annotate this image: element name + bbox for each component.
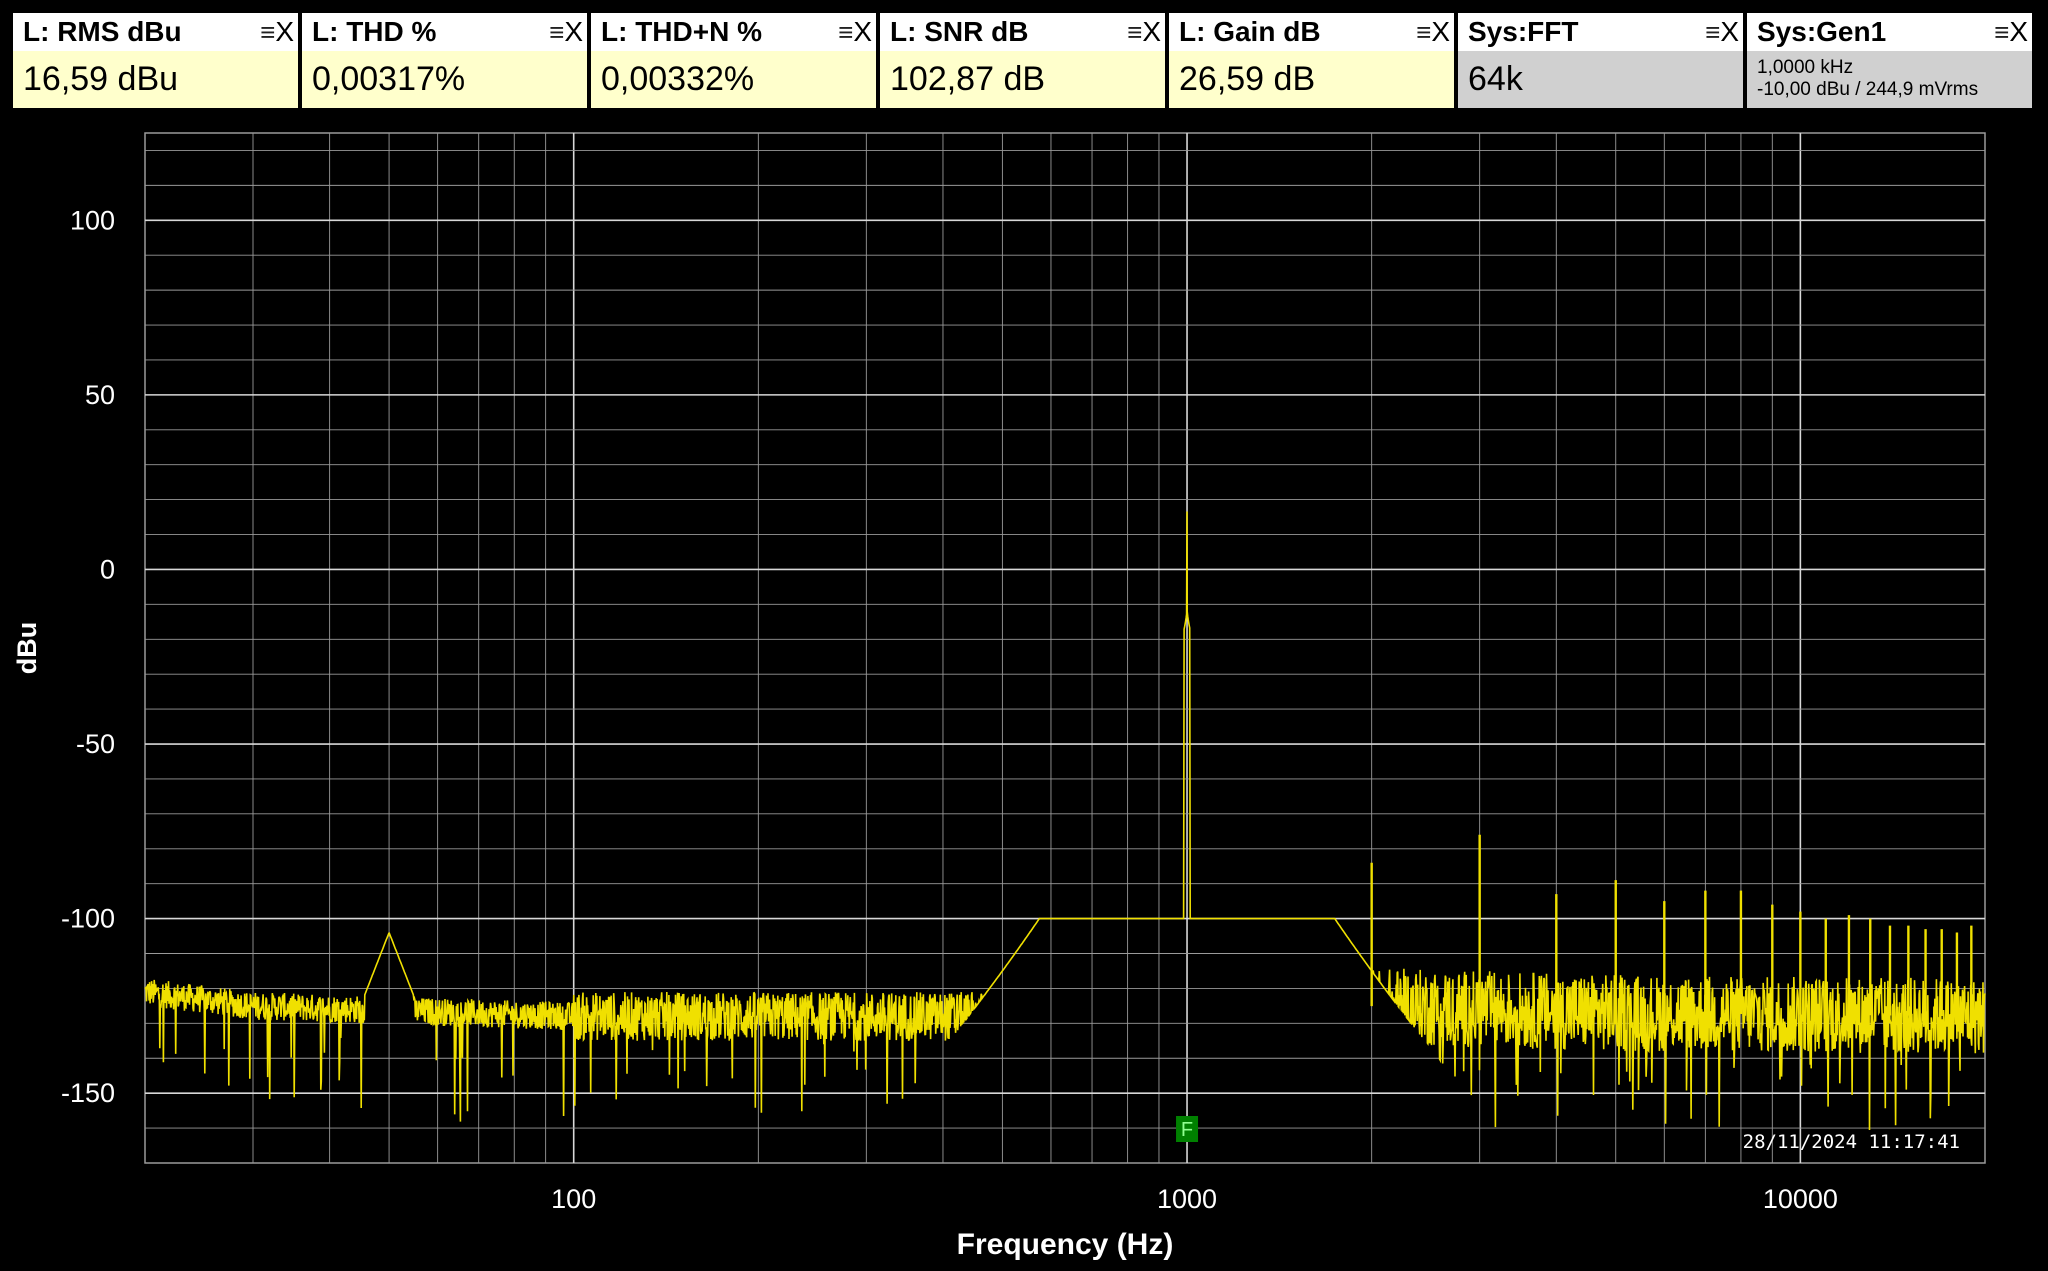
meter-title: Sys:Gen1 (1757, 16, 1887, 47)
meter-title: L: Gain dB (1179, 16, 1321, 47)
meter-2[interactable]: L: THD+N % ≡ X 0,00332% (591, 13, 876, 108)
meter-header: L: Gain dB ≡ X (1169, 13, 1454, 51)
meter-title: L: RMS dBu (23, 16, 182, 47)
meter-value: 102,87 dB (880, 51, 1165, 108)
menu-icon[interactable]: ≡ (1994, 16, 2009, 47)
generator-frequency: 1,0000 kHz (1757, 57, 1854, 78)
meter-4[interactable]: L: Gain dB ≡ X 26,59 dB (1169, 13, 1454, 108)
close-icon[interactable]: X (1142, 16, 1161, 47)
meter-value: 64k (1458, 51, 1743, 108)
close-icon[interactable]: X (1431, 16, 1450, 47)
frequency-marker[interactable]: F (1176, 1116, 1199, 1142)
y-tick-label: -50 (76, 729, 115, 759)
x-axis-label: Frequency (Hz) (957, 1228, 1174, 1261)
y-axis-label: dBu (12, 622, 42, 674)
menu-icon[interactable]: ≡ (260, 16, 275, 47)
meter-header: L: THD % ≡ X (302, 13, 587, 51)
plot-grid (144, 132, 1986, 1164)
timestamp: 28/11/2024 11:17:41 (1743, 1131, 1960, 1153)
y-tick-label: -150 (61, 1078, 115, 1108)
meter-title: L: THD % (312, 16, 437, 47)
meter-header: L: RMS dBu ≡ X (13, 13, 298, 51)
close-icon[interactable]: X (564, 16, 583, 47)
meter-5[interactable]: Sys:FFT ≡ X 64k (1458, 13, 1743, 108)
generator-level: -10,00 dBu / 244,9 mVrms (1757, 79, 1979, 100)
close-icon[interactable]: X (2009, 16, 2028, 47)
y-tick-label: -100 (61, 904, 115, 934)
axis-ticks: 100 1000 10000 100 50 0 -50 -100 -150 (61, 205, 1838, 1214)
meter-3[interactable]: L: SNR dB ≡ X 102,87 dB (880, 13, 1165, 108)
meter-value: 1,0000 kHz -10,00 dBu / 244,9 mVrms (1747, 51, 2032, 108)
marker-box (1176, 1116, 1199, 1142)
meter-value: 0,00317% (302, 51, 587, 108)
meter-title: L: THD+N % (601, 16, 762, 47)
meter-bar: L: RMS dBu ≡ X 16,59 dBu L: THD % ≡ X 0,00317% L… (13, 13, 2032, 108)
x-tick-label: 10000 (1763, 1184, 1838, 1214)
marker-label: F (1181, 1119, 1193, 1141)
y-tick-label: 0 (100, 554, 115, 584)
plot-frame (144, 132, 1986, 1164)
menu-icon[interactable]: ≡ (549, 16, 564, 47)
meter-header: L: THD+N % ≡ X (591, 13, 876, 51)
meter-0[interactable]: L: RMS dBu ≡ X 16,59 dBu (13, 13, 298, 108)
x-tick-label: 100 (551, 1184, 596, 1214)
meter-value: 26,59 dB (1169, 51, 1454, 108)
meter-title: Sys:FFT (1468, 16, 1579, 47)
spectrum-trace-group (144, 511, 1986, 1131)
spectrum-trace (144, 511, 1986, 1131)
menu-icon[interactable]: ≡ (1705, 16, 1720, 47)
meter-header: Sys:FFT ≡ X (1458, 13, 1743, 51)
close-icon[interactable]: X (853, 16, 872, 47)
meter-title: L: SNR dB (890, 16, 1029, 47)
y-tick-label: 100 (70, 205, 115, 235)
menu-icon[interactable]: ≡ (1416, 16, 1431, 47)
x-tick-label: 1000 (1157, 1184, 1217, 1214)
menu-icon[interactable]: ≡ (838, 16, 853, 47)
meter-header: Sys:Gen1 ≡ X (1747, 13, 2032, 51)
meter-header: L: SNR dB ≡ X (880, 13, 1165, 51)
y-tick-label: 50 (85, 380, 115, 410)
meter-1[interactable]: L: THD % ≡ X 0,00317% (302, 13, 587, 108)
menu-icon[interactable]: ≡ (1127, 16, 1142, 47)
meter-value: 0,00332% (591, 51, 876, 108)
meter-value: 16,59 dBu (13, 51, 298, 108)
close-icon[interactable]: X (275, 16, 294, 47)
meter-6[interactable]: Sys:Gen1 ≡ X 1,0000 kHz -10,00 dBu / 244,9 m… (1747, 13, 2032, 108)
close-icon[interactable]: X (1720, 16, 1739, 47)
